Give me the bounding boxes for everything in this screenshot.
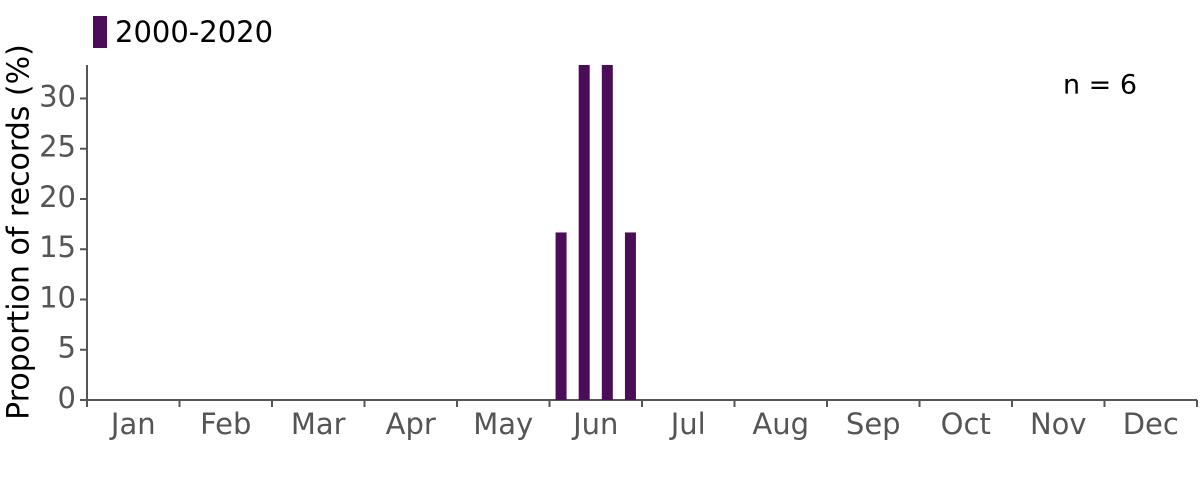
y-tick-label: 5 <box>58 331 76 365</box>
x-tick-label: Dec <box>1123 407 1179 441</box>
x-tick-label: Jan <box>109 407 156 441</box>
bar <box>555 232 567 400</box>
y-tick-label: 20 <box>39 180 76 214</box>
bar <box>624 232 636 400</box>
x-tick-label: Aug <box>752 407 809 441</box>
y-tick-label: 25 <box>39 130 76 164</box>
x-tick-label: Apr <box>386 407 436 441</box>
bar <box>578 65 590 400</box>
annotation: n = 6 <box>1063 70 1137 101</box>
x-tick-label: Jun <box>571 407 618 441</box>
bar <box>601 65 613 400</box>
x-tick-label: May <box>473 407 533 441</box>
y-axis-label: Proportion of records (%) <box>2 44 37 420</box>
x-tick-label: Nov <box>1030 407 1087 441</box>
x-tick-label: Feb <box>200 407 251 441</box>
y-tick-label: 0 <box>58 381 76 415</box>
x-tick-label: Sep <box>846 407 901 441</box>
y-tick-label: 15 <box>39 230 76 264</box>
x-tick-label: Mar <box>291 407 346 441</box>
y-tick-label: 10 <box>39 280 76 314</box>
x-tick-label: Oct <box>941 407 991 441</box>
x-tick-label: Jul <box>669 407 706 441</box>
legend-label: 2000-2020 <box>115 15 273 49</box>
y-tick-label: 30 <box>39 79 76 113</box>
legend-swatch <box>93 16 107 48</box>
